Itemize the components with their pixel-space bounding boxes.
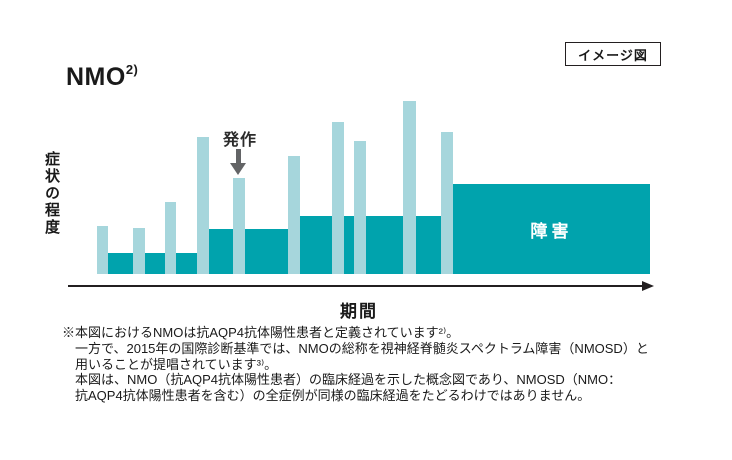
disability-step <box>300 216 332 274</box>
image-type-badge: イメージ図 <box>565 42 661 66</box>
image-type-badge-label: イメージ図 <box>578 47 648 63</box>
x-axis-arrowhead-icon <box>642 281 654 291</box>
disability-step <box>108 253 133 274</box>
footnote-line: 一方で、2015年の国際診断基準では、NMOの総称を視神経脊髄炎スペクトラム障害… <box>75 340 649 356</box>
footnote-line: 用いることが提唱されています³⁾。 <box>75 356 278 372</box>
down-arrow-icon-head <box>230 163 246 175</box>
figure-title-superscript: 2) <box>125 62 139 77</box>
figure-title: NMO2) <box>66 62 138 92</box>
disability-step <box>416 216 441 274</box>
attack-label: 発作 <box>222 132 258 149</box>
disability-label: 障害 <box>530 221 573 241</box>
attack-bar <box>165 202 176 274</box>
disability-step <box>344 216 354 274</box>
disability-step <box>366 216 403 274</box>
disability-step <box>209 229 233 274</box>
attack-bar <box>332 122 344 274</box>
footnote-line: 抗AQP4抗体陽性患者を含む）の全症例が同様の臨床経過をたどるわけではありません… <box>75 388 591 404</box>
attack-bar <box>441 132 453 274</box>
y-axis-label: 症状の程度 <box>43 151 60 236</box>
attack-bar <box>403 101 416 274</box>
disability-block: 障害 <box>453 184 650 274</box>
attack-bar <box>233 178 245 274</box>
disability-step <box>145 253 165 274</box>
disability-step <box>245 229 288 274</box>
attack-bar <box>97 226 108 274</box>
footnote: ※本図におけるNMOは抗AQP4抗体陽性患者と定義されています²⁾。 一方で、20… <box>62 325 702 404</box>
attack-bar <box>133 228 145 274</box>
attack-bar <box>197 137 209 274</box>
x-axis-label: 期間 <box>340 302 378 321</box>
x-axis-line <box>68 285 643 287</box>
disability-step <box>176 253 197 274</box>
footnote-line: 本図は、NMO（抗AQP4抗体陽性患者）の臨床経過を示した概念図であり、NMOS… <box>75 372 622 388</box>
attack-bar <box>288 156 300 274</box>
down-arrow-icon <box>236 149 241 163</box>
figure-title-text: NMO <box>66 63 126 91</box>
footnote-line: ※本図におけるNMOは抗AQP4抗体陽性患者と定義されています²⁾。 <box>62 325 460 340</box>
attack-bar <box>354 141 366 274</box>
